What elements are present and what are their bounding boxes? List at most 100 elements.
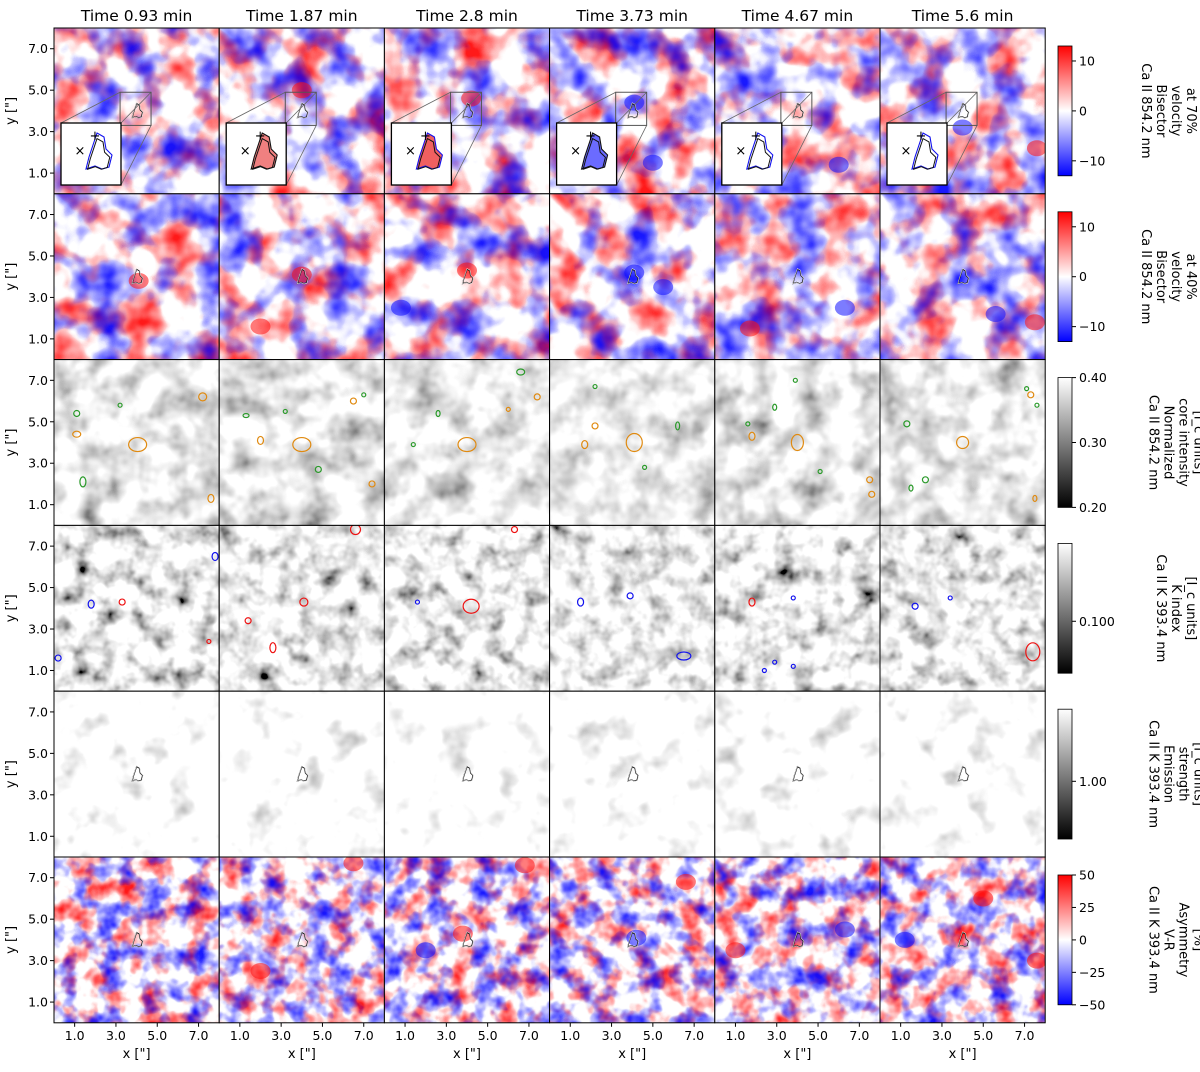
y-tick-label: 7.0 bbox=[28, 870, 48, 885]
contour-red bbox=[1025, 642, 1041, 662]
x-tick-label: 3.0 bbox=[271, 1028, 291, 1043]
contour-orange bbox=[790, 433, 804, 452]
contour-red bbox=[244, 617, 252, 625]
y-tick-label: 1.0 bbox=[28, 331, 48, 346]
x-axis-label: x ["] bbox=[288, 1047, 316, 1062]
contour-blue bbox=[54, 654, 62, 662]
x-tick-label: 7.0 bbox=[354, 1028, 374, 1043]
x-tick-label: 1.0 bbox=[726, 1028, 746, 1043]
contour-orange bbox=[349, 397, 358, 405]
colorbar-tick-label: −10 bbox=[1079, 319, 1105, 334]
contour-green bbox=[675, 421, 681, 431]
contour-red bbox=[206, 638, 212, 645]
colorbar-tick-label: 0.40 bbox=[1079, 370, 1107, 385]
x-axis-label: x ["] bbox=[949, 1047, 977, 1062]
x-tick-label: 1.0 bbox=[230, 1028, 250, 1043]
colorbar-r5: 1.00 Ca II K 393.4 nm Emission strength [I_c… bbox=[1057, 708, 1200, 840]
colorbar-tick-label: 50 bbox=[1079, 868, 1095, 883]
colorbar-label: Ca II K 393.4 nm bbox=[1153, 554, 1168, 662]
colorbar-label: [km/s] bbox=[1198, 90, 1200, 131]
panel-r5-c6 bbox=[879, 690, 1046, 858]
panel-r6-c6 bbox=[879, 856, 1046, 1027]
panel-r4-c5 bbox=[714, 524, 881, 692]
x-tick-label: 5.0 bbox=[643, 1028, 663, 1043]
contour-orange bbox=[207, 493, 215, 504]
panel-r1-c3: ×+ bbox=[383, 27, 551, 195]
contour-orange bbox=[1032, 494, 1038, 503]
y-tick-label: 5.0 bbox=[28, 414, 48, 429]
colorbar-tick-label: 0.30 bbox=[1079, 435, 1107, 450]
contour-blue bbox=[676, 651, 692, 661]
contour-blue bbox=[414, 599, 421, 605]
y-axis-label: y ["] bbox=[4, 97, 19, 125]
contour-green bbox=[792, 377, 798, 383]
column-title: Time 5.6 min bbox=[911, 7, 1014, 25]
contour-blue bbox=[87, 599, 95, 609]
colorbar-label: Normalized bbox=[1161, 406, 1176, 480]
contour-green bbox=[1034, 402, 1040, 408]
contour-red bbox=[462, 598, 480, 614]
contour-green bbox=[592, 383, 598, 390]
marker-plus: + bbox=[420, 129, 431, 144]
column-title: Time 0.93 min bbox=[80, 7, 193, 25]
x-tick-label: 5.0 bbox=[147, 1028, 167, 1043]
x-tick-label: 3.0 bbox=[767, 1028, 787, 1043]
colorbar-r2: 10 0 −10 Ca II 854.2 nm Bisector velocity at 4… bbox=[1057, 211, 1200, 343]
contour-green bbox=[361, 392, 367, 398]
panel-r2-c5 bbox=[714, 193, 881, 361]
colorbar-r1: 10 0 −10 Ca II 854.2 nm Bisector velocity at 7… bbox=[1057, 45, 1200, 177]
panel-r4-c6 bbox=[879, 524, 1046, 692]
y-tick-label: 3.0 bbox=[28, 622, 48, 637]
contour-blue bbox=[761, 667, 767, 674]
inset-zoom: ×+ bbox=[390, 122, 453, 186]
contour-blue bbox=[576, 597, 585, 607]
panel-r1-c6: ×+ bbox=[879, 27, 1046, 195]
contour-green bbox=[772, 403, 778, 411]
contour-orange bbox=[128, 436, 148, 453]
zoom-region-box bbox=[119, 91, 152, 126]
panel-r6-c4 bbox=[549, 856, 716, 1027]
y-tick-label: 3.0 bbox=[28, 290, 48, 305]
column-title: Time 4.67 min bbox=[741, 7, 854, 25]
y-tick-label: 5.0 bbox=[28, 248, 48, 263]
colorbar-label: [I_c units] bbox=[1183, 576, 1198, 640]
colorbar-label: [I_c units] bbox=[1191, 411, 1200, 475]
colorbar-label: [km/s] bbox=[1198, 256, 1200, 298]
x-tick-label: 7.0 bbox=[189, 1028, 209, 1043]
contour-green bbox=[908, 484, 914, 492]
colorbar-label: Bisector bbox=[1153, 250, 1168, 303]
y-tick-label: 1.0 bbox=[28, 995, 48, 1010]
panel-r1-c4: ×+ bbox=[549, 27, 716, 195]
panel-r3-c6 bbox=[879, 359, 1046, 526]
panel-r2-c6 bbox=[879, 193, 1046, 361]
contour-green bbox=[1024, 386, 1030, 392]
colorbar-label: [%] bbox=[1191, 929, 1200, 952]
contour-orange bbox=[198, 392, 208, 402]
colorbar-tick-label: −50 bbox=[1079, 997, 1105, 1012]
colorbar-label: core intensity bbox=[1176, 398, 1191, 487]
x-tick-label: 5.0 bbox=[313, 1028, 333, 1043]
y-tick-label: 5.0 bbox=[28, 580, 48, 595]
colorbar-r6: 50 25 0 −25 −50 Ca II K 393.4 nm V-R Asymmetry[… bbox=[1057, 868, 1200, 1012]
y-tick-label: 5.0 bbox=[28, 746, 48, 761]
contour-orange bbox=[581, 439, 589, 450]
colorbar-r3: 0.40 0.30 0.20 Ca II 854.2 nm Normalized core… bbox=[1057, 370, 1200, 515]
colorbar-label: at 40% bbox=[1183, 254, 1198, 300]
zoom-region-box bbox=[284, 91, 317, 126]
contour-red bbox=[118, 598, 126, 606]
contour-green bbox=[817, 468, 823, 475]
y-tick-label: 1.0 bbox=[28, 166, 48, 181]
contour-orange bbox=[505, 406, 511, 412]
contour-green bbox=[435, 409, 441, 418]
marker-x: × bbox=[735, 144, 746, 159]
contour-green bbox=[903, 420, 911, 428]
x-tick-label: 7.0 bbox=[849, 1028, 869, 1043]
contour-orange bbox=[625, 432, 643, 453]
contour-orange bbox=[591, 422, 599, 430]
x-tick-label: 1.0 bbox=[560, 1028, 580, 1043]
colorbar-label: strength bbox=[1176, 747, 1191, 802]
panel-r3-c1 bbox=[50, 359, 220, 526]
x-tick-label: 3.0 bbox=[602, 1028, 622, 1043]
contour-green bbox=[242, 412, 250, 419]
